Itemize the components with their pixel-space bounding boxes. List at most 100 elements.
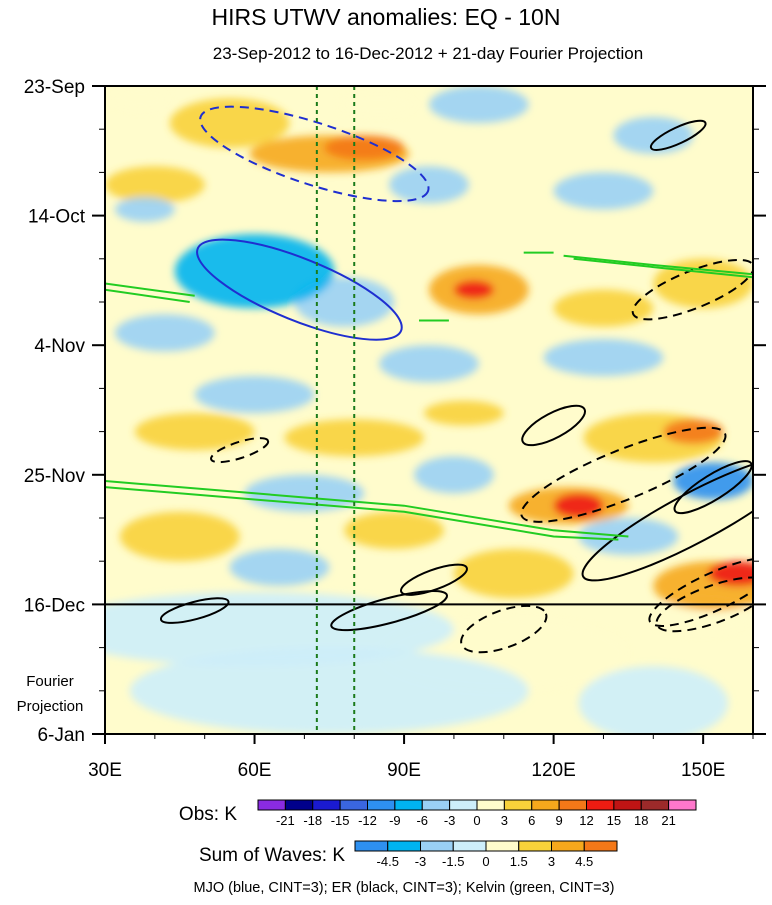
y-tick-label-2: 4-Nov [34, 336, 85, 357]
plot-area [105, 86, 753, 734]
kelvin-contour-4 [563, 254, 753, 276]
field-blob-23 [114, 197, 175, 222]
waves-colorbar-swatch-4 [485, 840, 520, 852]
field-blob-22 [613, 116, 694, 154]
waves-colorbar-swatch-3 [452, 840, 487, 852]
obs-colorbar-swatch-9 [503, 799, 533, 811]
field-blob-1 [578, 666, 729, 734]
x-tick-label-4: 150E [681, 760, 725, 781]
field-blob-39 [663, 419, 724, 444]
obs-colorbar-swatch-12 [586, 799, 615, 811]
er-contour-4 [521, 404, 586, 447]
waves-colorbar-swatch-2 [420, 840, 454, 852]
chart-title: HIRS UTWV anomalies: EQ - 10N [212, 4, 561, 30]
kelvin-contour-1 [105, 486, 619, 541]
waves-colorbar-level-label-2: -1.5 [442, 854, 464, 869]
er-contour-3 [631, 258, 753, 321]
obs-colorbar-level-label-5: -6 [416, 813, 428, 828]
obs-colorbar-level-label-4: -9 [389, 813, 401, 828]
plot-frame [104, 85, 754, 735]
kelvin-contour-2 [105, 282, 195, 297]
waves-colorbar-swatch-7 [583, 840, 618, 852]
kelvin-contour-5 [573, 257, 753, 279]
x-tick-label-2: 90E [387, 760, 421, 781]
field-blob-41 [553, 493, 604, 518]
field-blob-11 [244, 474, 365, 512]
er-contour-8 [673, 460, 753, 515]
field-blob-13 [229, 548, 330, 586]
obs-colorbar-swatch-15 [668, 799, 697, 811]
er-contour-10 [648, 557, 753, 627]
er-contour-6 [210, 437, 270, 464]
x-tick-label-1: 60E [238, 760, 272, 781]
er-contour-2 [649, 119, 707, 151]
er-contour-11 [159, 597, 230, 624]
y-tick-label-3: 25-Nov [24, 466, 86, 487]
obs-colorbar: -21 -18 -15 -12 -9 -6 -3 0 3 6 9 12 15 18 21 [257, 799, 697, 828]
y-tick-label-4: 16-Dec [24, 595, 85, 616]
reference-longitudes [315, 86, 356, 734]
field-blob-28 [453, 548, 574, 599]
obs-colorbar-level-label-6: -3 [444, 813, 456, 828]
waves-colorbar-swatch-1 [387, 840, 421, 852]
obs-colorbar-level-label-3: -12 [358, 813, 377, 828]
waves-colorbar-swatch-0 [354, 840, 389, 852]
waves-colorbar-swatch-5 [518, 840, 552, 852]
field-blob-21 [169, 98, 290, 148]
waves-colorbar: -4.5 -3 -1.5 0 1.5 3 4.5 [354, 840, 618, 869]
obs-colorbar-level-label-9: 6 [528, 813, 535, 828]
field-blob-7 [553, 172, 654, 210]
kelvin-contour-0 [105, 480, 629, 538]
kelvin-contours [105, 251, 753, 541]
field-blob-27 [424, 400, 504, 426]
mjo-contour-1 [196, 238, 403, 341]
waves-colorbar-level-label-5: 3 [548, 854, 555, 869]
field-blob-14 [414, 456, 494, 494]
er-contour-5 [520, 426, 727, 523]
field-blob-42 [708, 561, 753, 586]
obs-colorbar-swatch-3 [339, 799, 368, 811]
field-blob-16 [105, 166, 205, 204]
er-contour-9 [400, 563, 468, 596]
field-blob-18 [553, 289, 654, 327]
obs-colorbar-label: Obs: K [179, 804, 237, 825]
field-blob-19 [379, 345, 479, 383]
waves-colorbar-swatch-6 [551, 840, 585, 852]
chart-subtitle: 23-Sep-2012 to 16-Dec-2012 + 21-day Four… [213, 44, 643, 63]
obs-colorbar-level-label-7: 0 [473, 813, 480, 828]
obs-colorbar-swatch-2 [312, 799, 341, 811]
y-tick-label-1: 14-Oct [28, 207, 86, 228]
obs-colorbar-swatch-14 [640, 799, 670, 811]
field-blob-9 [543, 339, 664, 377]
field-blob-26 [134, 413, 255, 451]
obs-colorbar-swatch-7 [449, 799, 478, 811]
y-tick-label-5: 6-Jan [37, 725, 85, 746]
field-blob-20 [344, 511, 444, 549]
obs-colorbar-swatch-8 [476, 799, 505, 811]
obs-colorbar-level-label-11: 12 [579, 813, 593, 828]
projection-label-line1: Fourier [26, 673, 74, 690]
obs-colorbar-level-label-1: -18 [303, 813, 322, 828]
field-blob-32 [119, 511, 240, 562]
anomaly-field [105, 86, 753, 734]
field-blob-38 [324, 135, 405, 161]
kelvin-contour-3 [105, 288, 190, 303]
field-blob-8 [389, 166, 469, 204]
y-tick-label-0: 23-Sep [24, 77, 85, 98]
field-blob-17 [114, 314, 215, 352]
waves-colorbar-level-label-1: -3 [415, 854, 427, 869]
waves-colorbar-level-label-6: 4.5 [575, 854, 593, 869]
field-blob-2 [105, 592, 454, 667]
obs-colorbar-swatch-10 [531, 799, 560, 811]
obs-colorbar-level-label-8: 3 [501, 813, 508, 828]
wave-contours [159, 105, 753, 654]
obs-colorbar-swatch-11 [558, 799, 587, 811]
field-blob-4 [109, 86, 170, 111]
obs-colorbar-swatch-5 [394, 799, 423, 811]
x-tick-label-3: 120E [531, 760, 575, 781]
er-contour-13 [460, 604, 548, 654]
field-blob-5 [339, 92, 420, 117]
field-blob-3 [129, 647, 529, 734]
field-blob-40 [453, 280, 494, 299]
obs-colorbar-swatch-4 [367, 799, 396, 811]
